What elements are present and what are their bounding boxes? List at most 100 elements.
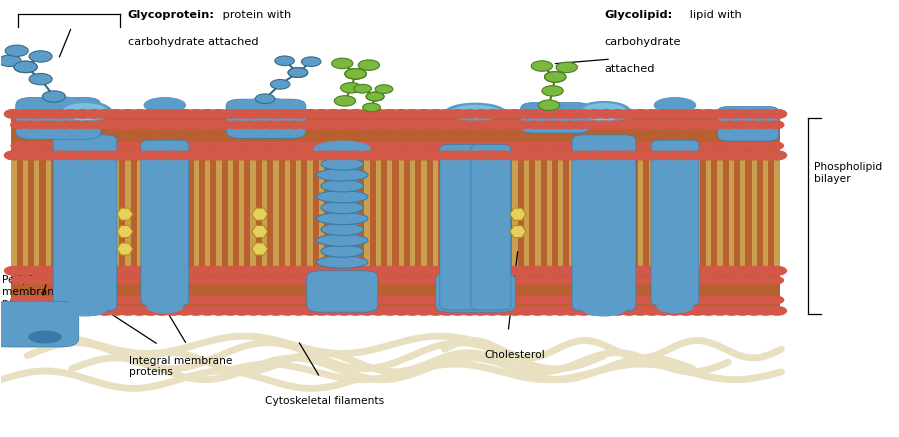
Circle shape [545,72,565,82]
Circle shape [289,68,307,77]
Bar [752,199,757,270]
Circle shape [574,109,593,119]
Circle shape [357,306,378,316]
Circle shape [720,141,738,150]
Circle shape [584,266,605,276]
Bar [319,156,325,227]
Circle shape [388,120,406,129]
Circle shape [640,120,658,129]
Bar [661,156,666,227]
Circle shape [411,276,429,285]
Circle shape [42,91,66,102]
Circle shape [186,306,207,316]
Circle shape [300,109,320,119]
FancyBboxPatch shape [53,135,117,311]
Circle shape [84,266,104,276]
Circle shape [232,150,252,160]
Circle shape [687,150,708,160]
Circle shape [494,150,514,160]
Circle shape [56,295,75,305]
Circle shape [482,150,503,160]
Circle shape [289,109,309,119]
Circle shape [27,150,47,160]
Bar [68,156,74,227]
Bar [398,199,404,270]
Bar [46,199,51,270]
Circle shape [766,295,785,305]
Circle shape [56,276,74,285]
Circle shape [228,276,246,285]
Circle shape [491,295,510,305]
Circle shape [10,295,29,305]
Bar [205,156,210,227]
Circle shape [505,266,525,276]
Circle shape [171,141,189,150]
Circle shape [537,120,556,129]
Bar [22,156,28,227]
Circle shape [482,150,503,160]
Circle shape [254,266,275,276]
Circle shape [113,120,131,129]
Bar [285,156,290,227]
Circle shape [676,150,696,160]
Circle shape [243,266,263,276]
Circle shape [118,150,138,160]
Circle shape [300,109,320,119]
Circle shape [254,109,275,119]
Circle shape [49,150,70,160]
Circle shape [448,266,468,276]
Circle shape [323,109,343,119]
Circle shape [72,266,93,276]
Bar [182,199,188,270]
Circle shape [538,141,556,150]
Circle shape [628,276,646,285]
Circle shape [492,141,510,150]
Circle shape [743,295,761,305]
Circle shape [528,109,548,119]
Circle shape [182,120,200,129]
Circle shape [628,120,647,129]
Circle shape [102,276,120,285]
Bar [262,199,267,270]
Circle shape [343,141,360,150]
Circle shape [67,295,85,305]
Bar [193,156,199,227]
Bar [319,199,325,270]
Bar [547,199,552,270]
Bar [262,156,267,227]
Circle shape [411,120,430,129]
FancyBboxPatch shape [16,97,101,139]
Text: Cholesterol: Cholesterol [485,350,545,360]
Text: Phospholipid
bilayer: Phospholipid bilayer [814,162,883,184]
Circle shape [113,141,131,150]
Circle shape [528,266,548,276]
Circle shape [425,150,446,160]
Circle shape [744,266,764,276]
Circle shape [263,295,280,305]
Circle shape [152,266,173,276]
Circle shape [388,295,406,305]
Circle shape [301,57,321,66]
Circle shape [471,109,491,119]
Circle shape [663,295,681,305]
Circle shape [754,120,773,129]
Circle shape [743,120,761,129]
Circle shape [562,109,583,119]
Circle shape [560,276,578,285]
Circle shape [434,141,452,150]
Circle shape [755,141,773,150]
Bar [740,199,745,270]
Circle shape [606,141,624,150]
Circle shape [617,120,636,129]
Ellipse shape [321,158,363,170]
Circle shape [29,73,52,85]
Circle shape [49,306,70,316]
Circle shape [379,150,400,160]
Circle shape [4,306,24,316]
Circle shape [391,150,412,160]
Circle shape [27,150,47,160]
Circle shape [584,150,605,160]
Circle shape [423,295,441,305]
Circle shape [323,150,343,160]
Circle shape [319,141,337,150]
